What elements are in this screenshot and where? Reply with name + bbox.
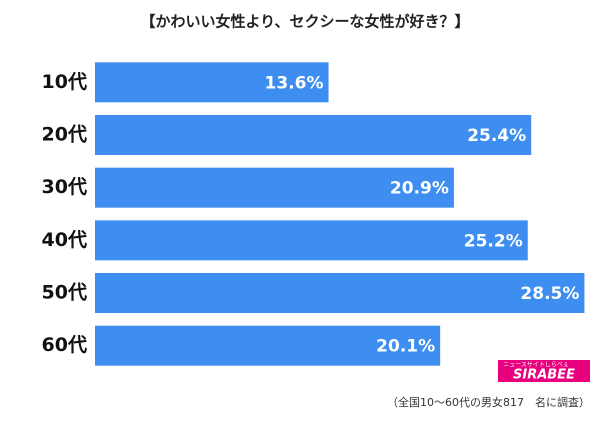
bar — [95, 273, 585, 313]
y-tick-label: 60代 — [42, 334, 87, 356]
data-label: 28.5% — [520, 284, 579, 304]
y-tick-label: 30代 — [42, 176, 87, 198]
y-tick-label: 10代 — [42, 71, 87, 93]
bar — [95, 167, 454, 208]
logo-name: SIRABEE — [513, 368, 575, 383]
data-label: 13.6% — [265, 73, 324, 93]
chart-title: 【かわいい女性より、セクシーな女性が好き？】 — [140, 13, 469, 31]
y-tick-label: 50代 — [42, 282, 87, 304]
data-label: 25.2% — [464, 231, 523, 251]
footnote: （全国10〜60代の男女817 名に調査） — [387, 395, 590, 409]
data-label: 20.9% — [390, 179, 449, 199]
bar — [95, 220, 528, 261]
y-tick-label: 20代 — [42, 124, 87, 146]
bar — [95, 115, 532, 155]
data-label: 20.1% — [376, 337, 435, 357]
logo-tagline: ニュースサイトしらべぇ — [503, 362, 569, 369]
bar — [95, 325, 441, 366]
data-label: 25.4% — [467, 126, 526, 146]
logo: ニュースサイトしらべぇ SIRABEE — [498, 360, 590, 383]
logo-background — [498, 360, 590, 382]
bar — [95, 62, 329, 103]
y-tick-label: 40代 — [42, 229, 87, 251]
